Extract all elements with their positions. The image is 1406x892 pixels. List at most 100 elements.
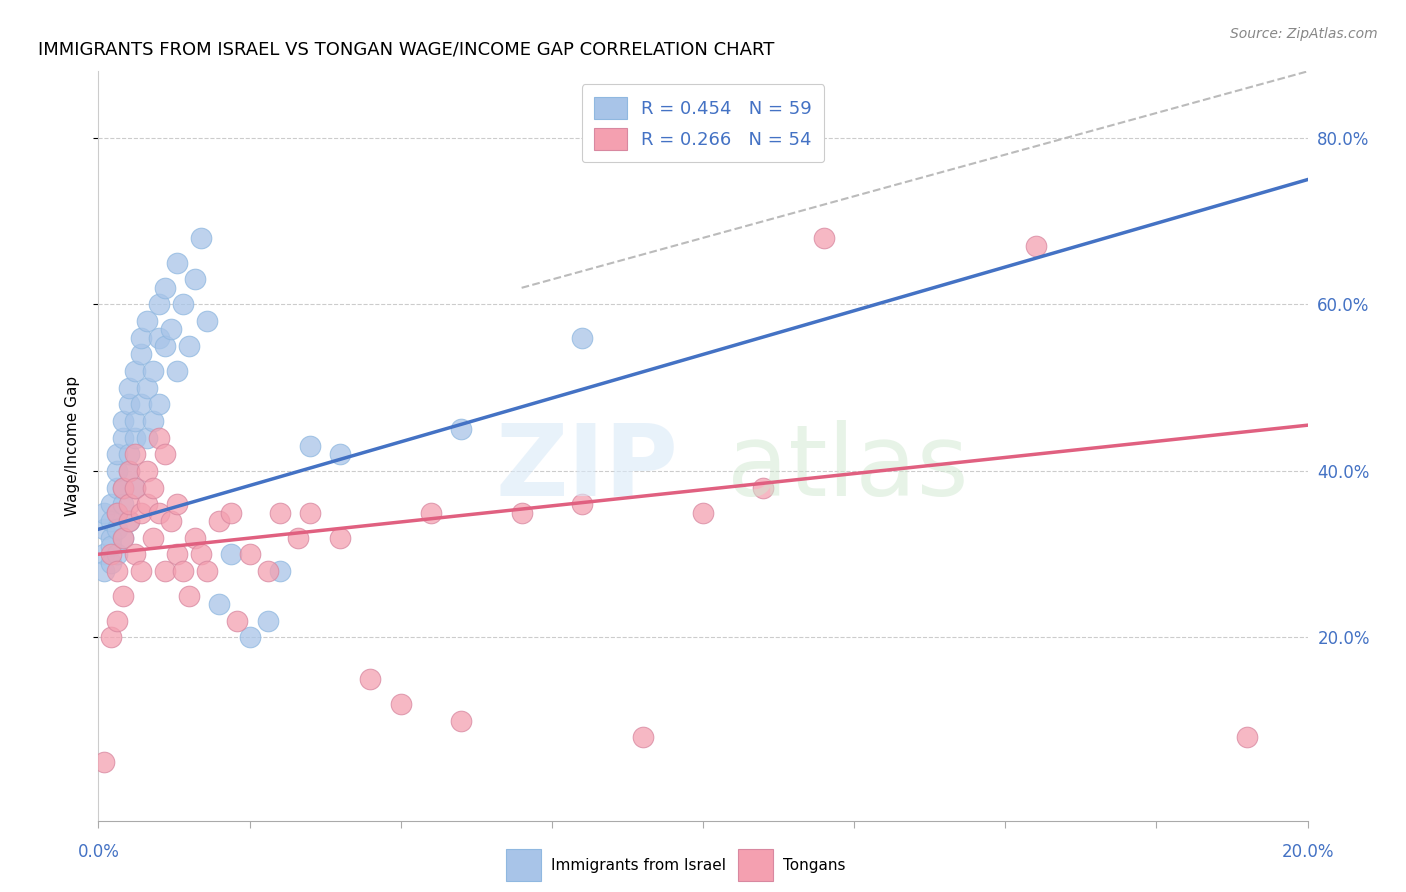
Text: atlas: atlas bbox=[727, 420, 969, 517]
Bar bbox=[738, 849, 773, 881]
Point bbox=[135, 431, 157, 445]
Text: Immigrants from Israel: Immigrants from Israel bbox=[551, 858, 725, 872]
Point bbox=[256, 564, 278, 578]
Point bbox=[153, 564, 176, 578]
Point bbox=[100, 531, 122, 545]
Point bbox=[752, 481, 775, 495]
Point bbox=[450, 422, 472, 436]
Point bbox=[111, 414, 134, 428]
Point bbox=[153, 447, 176, 461]
Point bbox=[105, 464, 128, 478]
Text: 0.0%: 0.0% bbox=[77, 843, 120, 861]
Point bbox=[360, 672, 382, 686]
Point bbox=[129, 331, 152, 345]
Point bbox=[111, 531, 134, 545]
Point bbox=[269, 564, 291, 578]
Point bbox=[148, 331, 170, 345]
Point bbox=[124, 547, 146, 561]
Point bbox=[256, 614, 278, 628]
Point bbox=[105, 522, 128, 536]
Point bbox=[269, 506, 291, 520]
Point bbox=[93, 547, 115, 561]
Point bbox=[166, 364, 188, 378]
Text: Source: ZipAtlas.com: Source: ZipAtlas.com bbox=[1230, 27, 1378, 41]
Point bbox=[100, 497, 122, 511]
Point bbox=[118, 397, 141, 411]
Point bbox=[124, 414, 146, 428]
Point bbox=[111, 481, 134, 495]
Point bbox=[148, 397, 170, 411]
Point bbox=[118, 497, 141, 511]
Point bbox=[221, 506, 243, 520]
Point bbox=[93, 522, 115, 536]
Point bbox=[129, 347, 152, 361]
Point bbox=[105, 506, 128, 520]
Text: 20.0%: 20.0% bbox=[1281, 843, 1334, 861]
Point bbox=[450, 714, 472, 728]
Point bbox=[172, 297, 194, 311]
Point bbox=[105, 481, 128, 495]
Point bbox=[142, 414, 165, 428]
Text: Tongans: Tongans bbox=[783, 858, 845, 872]
Point bbox=[135, 497, 157, 511]
Point bbox=[208, 597, 231, 611]
Point bbox=[166, 256, 188, 270]
Point bbox=[299, 439, 322, 453]
Point bbox=[118, 514, 141, 528]
Point bbox=[160, 514, 183, 528]
Point bbox=[124, 447, 146, 461]
Point bbox=[166, 547, 188, 561]
Point bbox=[179, 589, 201, 603]
Point bbox=[148, 297, 170, 311]
Point bbox=[179, 339, 201, 353]
Point bbox=[100, 547, 122, 561]
Point bbox=[124, 431, 146, 445]
Point bbox=[135, 314, 157, 328]
Point bbox=[226, 614, 249, 628]
Point bbox=[221, 547, 243, 561]
Point bbox=[1024, 239, 1046, 253]
Point bbox=[813, 231, 835, 245]
Point bbox=[124, 481, 146, 495]
Point bbox=[111, 497, 134, 511]
Point bbox=[135, 464, 157, 478]
Point bbox=[129, 397, 152, 411]
Point bbox=[135, 381, 157, 395]
Point bbox=[184, 272, 207, 286]
Point bbox=[153, 281, 176, 295]
Point bbox=[93, 506, 115, 520]
Point bbox=[93, 756, 115, 770]
Point bbox=[105, 564, 128, 578]
Point bbox=[142, 481, 165, 495]
Point bbox=[195, 564, 218, 578]
Point bbox=[105, 614, 128, 628]
Bar bbox=[506, 849, 541, 881]
Point bbox=[389, 697, 412, 711]
Point bbox=[571, 497, 593, 511]
Point bbox=[93, 564, 115, 578]
Point bbox=[571, 331, 593, 345]
Point bbox=[100, 539, 122, 553]
Point bbox=[118, 464, 141, 478]
Point bbox=[118, 464, 141, 478]
Text: IMMIGRANTS FROM ISRAEL VS TONGAN WAGE/INCOME GAP CORRELATION CHART: IMMIGRANTS FROM ISRAEL VS TONGAN WAGE/IN… bbox=[38, 41, 775, 59]
Point bbox=[118, 514, 141, 528]
Point bbox=[118, 381, 141, 395]
Point bbox=[142, 531, 165, 545]
Point bbox=[111, 531, 134, 545]
Point bbox=[239, 547, 262, 561]
Point bbox=[172, 564, 194, 578]
Point bbox=[153, 339, 176, 353]
Point bbox=[190, 231, 212, 245]
Point bbox=[100, 556, 122, 570]
Point bbox=[184, 531, 207, 545]
Point bbox=[111, 431, 134, 445]
Point bbox=[148, 431, 170, 445]
Point bbox=[692, 506, 714, 520]
Point bbox=[329, 531, 352, 545]
Point bbox=[124, 364, 146, 378]
Point bbox=[287, 531, 309, 545]
Point bbox=[129, 564, 152, 578]
Point bbox=[105, 506, 128, 520]
Point bbox=[118, 447, 141, 461]
